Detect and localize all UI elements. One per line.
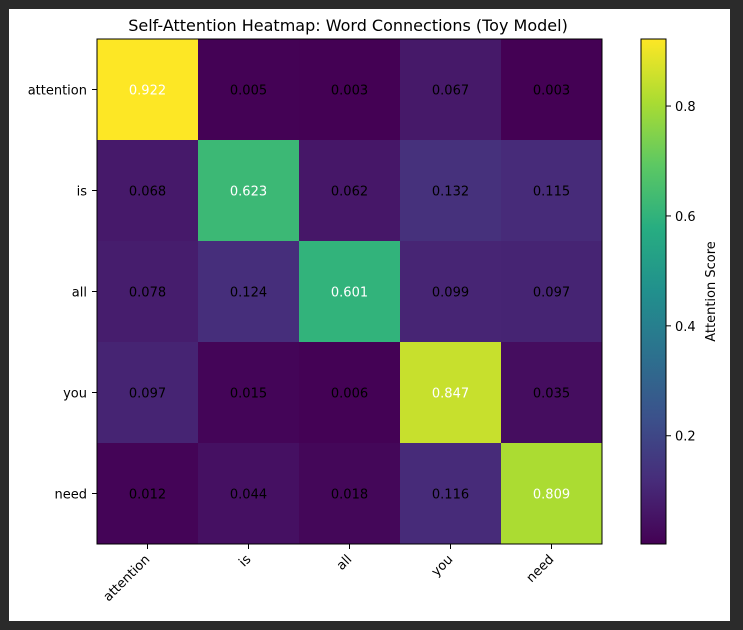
heatmap-cell xyxy=(299,39,401,141)
y-tick-label: you xyxy=(63,387,87,402)
cell-value-label: 0.012 xyxy=(129,488,166,503)
cell-value-label: 0.003 xyxy=(533,84,570,99)
heatmap-cell xyxy=(501,443,603,545)
colorbar-tick-label: 0.4 xyxy=(675,320,696,335)
cell-value-label: 0.067 xyxy=(432,84,469,99)
cell-value-label: 0.116 xyxy=(432,488,469,503)
y-tick-label: all xyxy=(72,286,87,301)
cell-value-label: 0.124 xyxy=(230,286,267,301)
y-tick-label: is xyxy=(77,185,88,200)
colorbar: 0.2 0.4 0.6 0.8 Attention Score xyxy=(640,38,719,545)
cell-value-label: 0.809 xyxy=(533,488,570,503)
colorbar-tick-label: 0.2 xyxy=(675,430,696,445)
heatmap-cell xyxy=(97,39,199,141)
colorbar-ticks: 0.2 0.4 0.6 0.8 xyxy=(666,100,696,445)
heatmap-cell xyxy=(198,39,300,141)
cell-value-label: 0.062 xyxy=(331,185,368,200)
cell-value-label: 0.601 xyxy=(331,286,368,301)
heatmap-cell xyxy=(97,342,199,444)
heatmap-cell xyxy=(198,241,300,343)
y-tick-label: need xyxy=(55,488,88,503)
cell-value-label: 0.623 xyxy=(230,185,267,200)
heatmap-cell xyxy=(97,241,199,343)
heatmap-cell xyxy=(299,241,401,343)
cell-value-label: 0.003 xyxy=(331,84,368,99)
heatmap-cell xyxy=(299,443,401,545)
heatmap-cell xyxy=(400,39,502,141)
heatmap-cell xyxy=(299,342,401,444)
colorbar-tick-label: 0.6 xyxy=(675,210,696,225)
heatmap-annotations: 0.922 0.005 0.003 0.067 0.003 0.068 0.623 0.062… xyxy=(129,84,570,503)
colorbar-label: Attention Score xyxy=(704,241,719,342)
x-tick-label: need xyxy=(524,552,558,586)
cell-value-label: 0.922 xyxy=(129,84,166,99)
cell-value-label: 0.078 xyxy=(129,286,166,301)
heatmap-cell xyxy=(97,140,199,242)
cell-value-label: 0.847 xyxy=(432,387,469,402)
heatmap-cell xyxy=(198,443,300,545)
x-tick-label: attention xyxy=(101,552,154,605)
figure: Self-Attention Heatmap: Word Connections… xyxy=(9,9,730,621)
colorbar-tick-label: 0.8 xyxy=(675,100,696,115)
cell-value-label: 0.006 xyxy=(331,387,368,402)
y-tick-label: attention xyxy=(28,84,87,99)
heatmap-cell xyxy=(400,342,502,444)
heatmap-cell xyxy=(97,443,199,545)
x-axis: attention is all you need xyxy=(101,544,558,605)
heatmap-cell xyxy=(198,140,300,242)
cell-value-label: 0.115 xyxy=(533,185,570,200)
heatmap-cell xyxy=(198,342,300,444)
attention-heatmap-chart: Self-Attention Heatmap: Word Connections… xyxy=(28,16,719,605)
heatmap-cell xyxy=(299,140,401,242)
cell-value-label: 0.132 xyxy=(432,185,469,200)
cell-value-label: 0.099 xyxy=(432,286,469,301)
heatmap-cell xyxy=(400,140,502,242)
x-tick-label: is xyxy=(236,552,254,570)
cell-value-label: 0.097 xyxy=(533,286,570,301)
heatmap-cell xyxy=(400,443,502,545)
heatmap-cell xyxy=(501,241,603,343)
x-tick-label: you xyxy=(429,552,456,579)
y-axis: attention is all you need xyxy=(28,84,97,503)
heatmap-cells xyxy=(97,39,603,545)
chart-title: Self-Attention Heatmap: Word Connections… xyxy=(128,16,568,35)
heatmap-cell xyxy=(501,342,603,444)
heatmap-cell xyxy=(400,241,502,343)
heatmap-cell xyxy=(501,140,603,242)
heatmap-cell xyxy=(501,39,603,141)
x-tick-label: all xyxy=(334,552,355,573)
cell-value-label: 0.005 xyxy=(230,84,267,99)
cell-value-label: 0.097 xyxy=(129,387,166,402)
colorbar-gradient xyxy=(640,38,667,545)
cell-value-label: 0.044 xyxy=(230,488,267,503)
cell-value-label: 0.018 xyxy=(331,488,368,503)
cell-value-label: 0.068 xyxy=(129,185,166,200)
cell-value-label: 0.035 xyxy=(533,387,570,402)
cell-value-label: 0.015 xyxy=(230,387,267,402)
